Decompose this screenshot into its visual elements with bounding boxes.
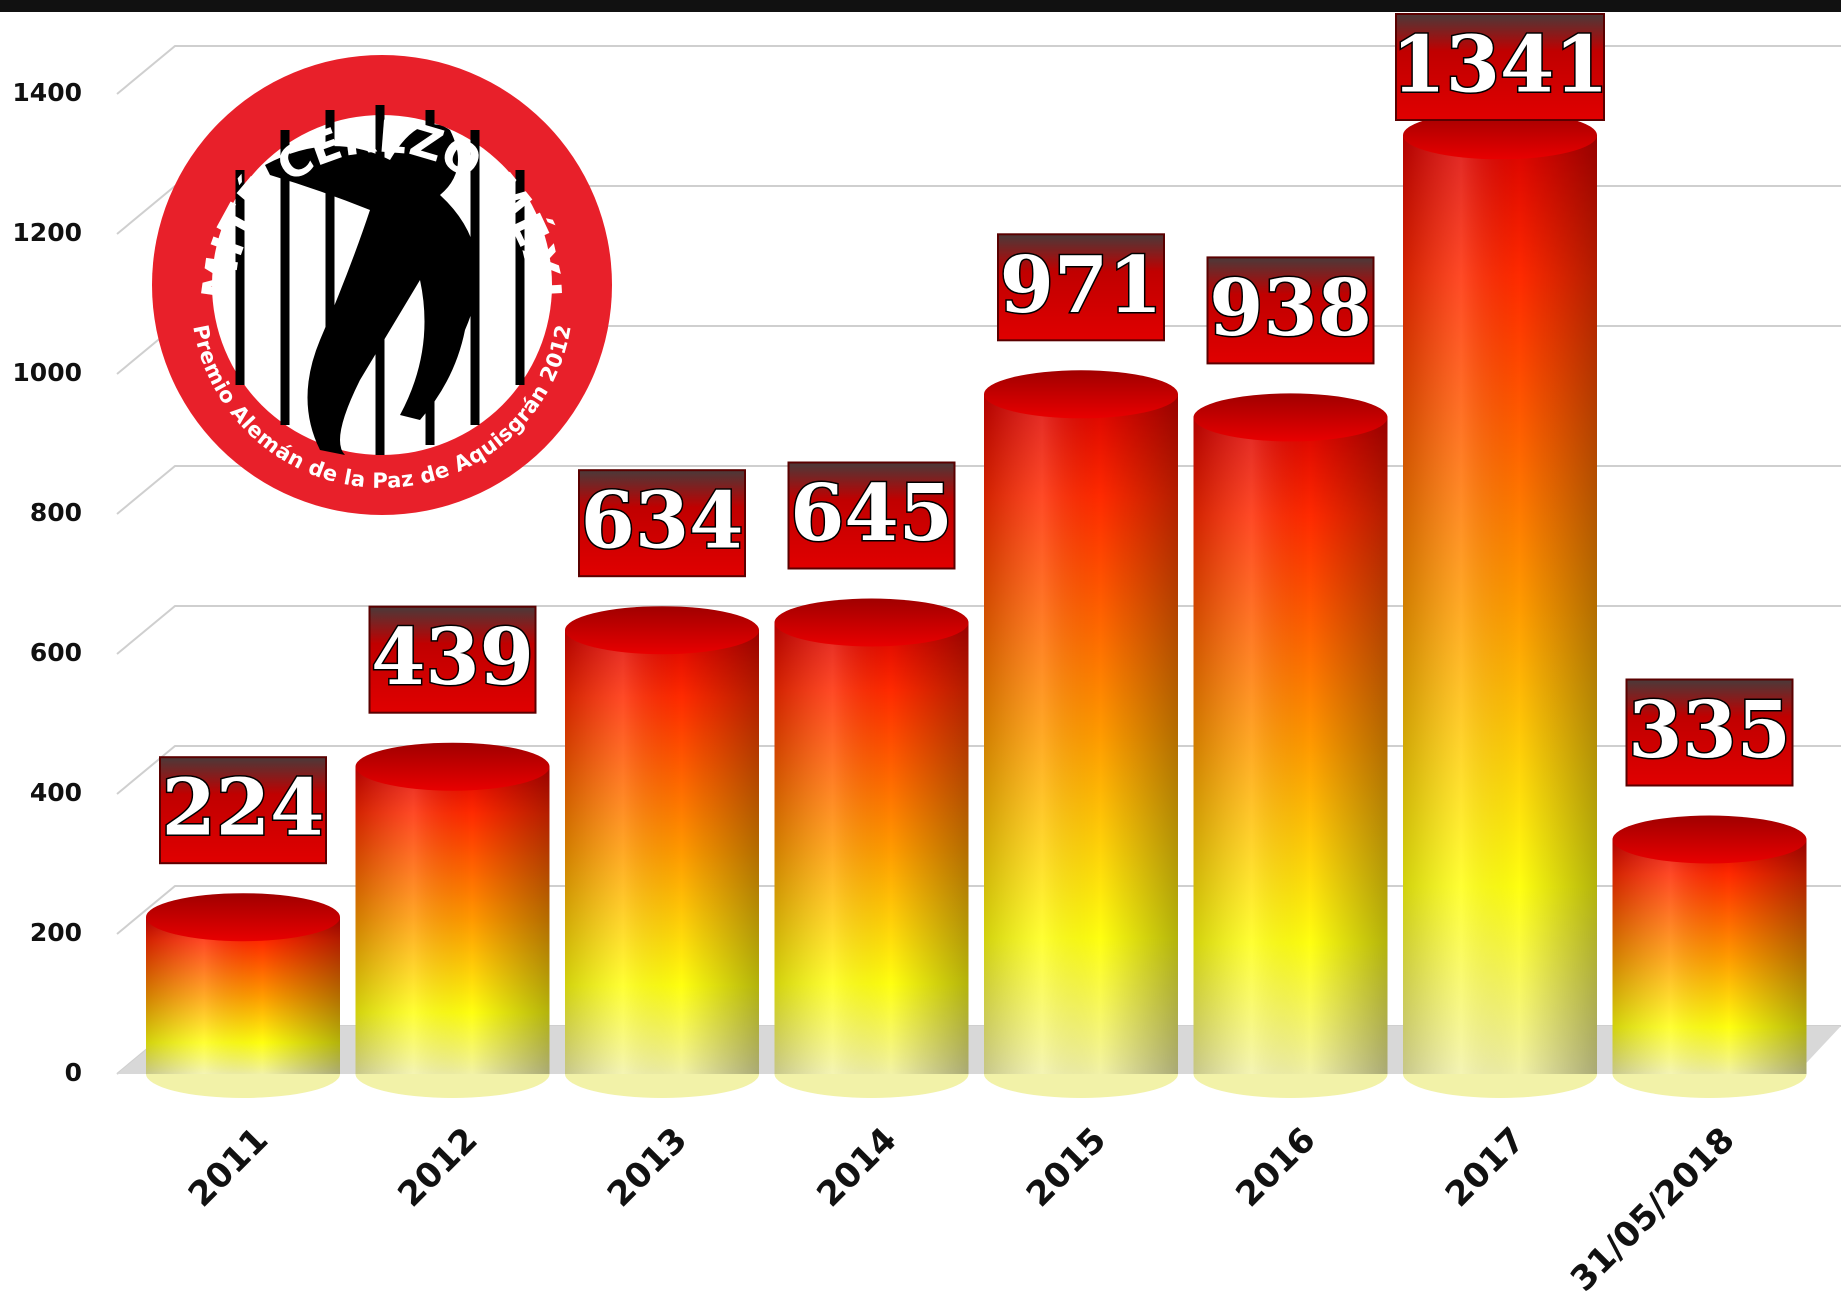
data-label: 971	[1000, 240, 1163, 331]
top-band	[0, 0, 1841, 12]
bar-cap	[1612, 815, 1807, 864]
data-label-box	[159, 756, 327, 865]
y-tick-label: 800	[30, 498, 82, 527]
x-tick-label: 31/05/2018	[1563, 1120, 1743, 1300]
data-label-box	[1395, 13, 1605, 121]
y-tick-label: 0	[65, 1058, 82, 1087]
bar-shade	[565, 630, 759, 1074]
x-tick-label: 2014	[809, 1120, 904, 1215]
data-label: 634	[581, 476, 744, 567]
bar-cap	[146, 893, 340, 942]
bar-shade	[355, 766, 550, 1074]
y-tick-label: 200	[30, 918, 82, 947]
bar-cap	[774, 598, 969, 647]
y-tick-label: 1400	[12, 78, 82, 107]
bar-cap	[565, 606, 759, 655]
x-tick-label: 2017	[1438, 1120, 1533, 1215]
x-tick-label: 2012	[390, 1120, 485, 1215]
data-label-box	[1625, 678, 1794, 787]
bar-shade	[774, 622, 969, 1074]
y-tick-label: 1200	[12, 218, 82, 247]
bar-cap	[1193, 393, 1388, 442]
data-label: 1341	[1391, 20, 1608, 111]
bar-shade	[984, 394, 1178, 1074]
y-tick-label: 600	[30, 638, 82, 667]
bar-shade	[1193, 417, 1388, 1074]
bars	[146, 111, 1807, 1098]
grid-line	[116, 45, 1841, 95]
bar-cap	[1403, 111, 1597, 160]
data-label: 645	[790, 468, 953, 559]
logo: COMITÉ CEREZO MÉXICO Premio Alemán de la…	[0, 0, 612, 515]
data-label: 439	[371, 612, 534, 703]
bar-shade	[1612, 839, 1807, 1074]
data-label: 335	[1628, 685, 1791, 776]
bar-cap	[355, 742, 550, 791]
bar-shade	[146, 917, 340, 1074]
data-label-box	[787, 461, 956, 570]
data-label-box	[578, 469, 746, 578]
data-label-box	[1206, 256, 1375, 365]
y-tick-label: 400	[30, 778, 82, 807]
data-label-box	[368, 605, 537, 714]
bar-shade	[1403, 135, 1597, 1075]
x-tick-label: 2013	[600, 1120, 695, 1215]
x-tick-label: 2015	[1019, 1120, 1114, 1215]
data-label: 224	[162, 763, 325, 854]
y-tick-label: 1000	[12, 358, 82, 387]
bar-cap	[984, 370, 1178, 419]
logo-figure	[265, 124, 478, 456]
data-label-box	[997, 233, 1165, 342]
x-tick-label: 2016	[1228, 1120, 1323, 1215]
x-tick-label: 2011	[181, 1120, 276, 1215]
data-label: 938	[1209, 263, 1372, 354]
